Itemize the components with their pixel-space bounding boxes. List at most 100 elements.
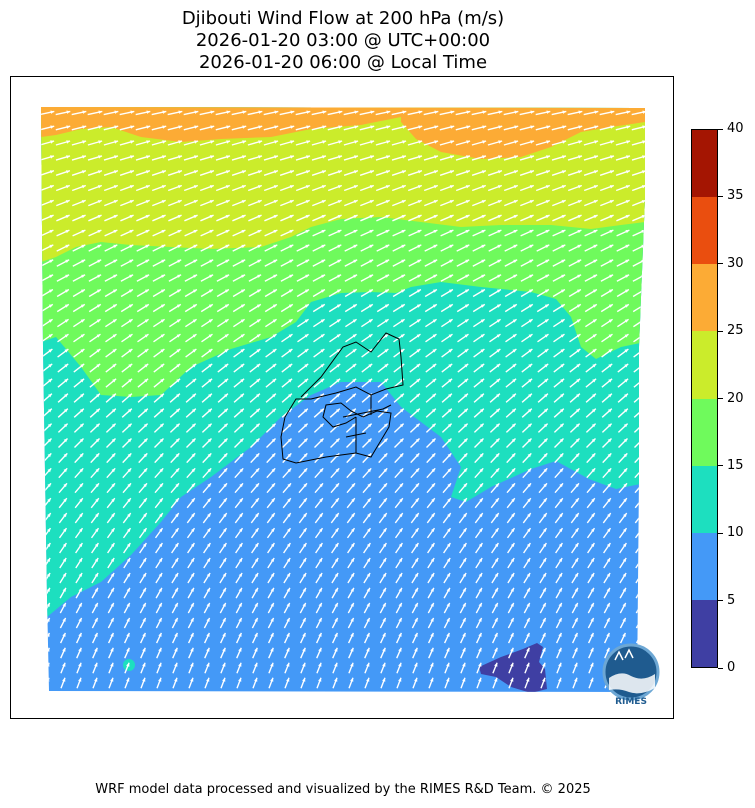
wind-arrow-head bbox=[48, 378, 53, 383]
wind-arrow-head bbox=[577, 185, 582, 189]
wind-arrow-head bbox=[223, 528, 227, 532]
wind-arrow-head bbox=[302, 587, 306, 592]
wind-arrow-head bbox=[161, 244, 166, 249]
wind-arrow-head bbox=[558, 558, 563, 562]
wind-arrow-head bbox=[351, 528, 355, 532]
wind-arrow-head bbox=[559, 408, 564, 413]
wind-arrow-head bbox=[129, 200, 134, 204]
wind-arrow-head bbox=[159, 423, 164, 428]
wind-arrow-head bbox=[286, 602, 290, 607]
wind-arrow-head bbox=[542, 617, 546, 622]
wind-arrow-head bbox=[158, 573, 163, 577]
wind-arrow-head bbox=[126, 647, 130, 652]
wind-arrow-head bbox=[286, 632, 290, 637]
wind-arrow-head bbox=[335, 468, 340, 473]
wind-arrow-head bbox=[526, 558, 531, 562]
wind-arrow-head bbox=[367, 438, 372, 443]
wind-arrow-head bbox=[254, 677, 258, 682]
wind-arrow-head bbox=[158, 647, 162, 652]
wind-arrow-head bbox=[176, 334, 181, 338]
wind-arrow-head bbox=[241, 259, 246, 263]
wind-arrow-head bbox=[462, 587, 466, 592]
wind-arrow-head bbox=[318, 677, 322, 682]
wind-arrow-head bbox=[446, 647, 450, 652]
wind-arrow-head bbox=[367, 468, 372, 473]
wind-arrow-head bbox=[386, 155, 390, 159]
wind-arrow-head bbox=[400, 334, 405, 338]
wind-arrow-head bbox=[78, 677, 82, 682]
wind-arrow-head bbox=[495, 498, 499, 503]
wind-arrow-head bbox=[562, 125, 567, 129]
wind-arrow-head bbox=[434, 110, 439, 114]
wind-arrow-head bbox=[384, 378, 389, 383]
wind-arrow-head bbox=[114, 110, 119, 114]
wind-arrow-head bbox=[367, 453, 372, 458]
wind-arrow-head bbox=[623, 453, 628, 458]
wind-arrow-head bbox=[65, 215, 70, 219]
wind-arrow-head bbox=[354, 110, 359, 114]
wind-arrow-head bbox=[560, 304, 565, 308]
wind-arrow-head bbox=[206, 573, 211, 577]
wind-arrow-head bbox=[143, 483, 147, 488]
wind-arrow-head bbox=[446, 662, 450, 667]
wind-arrow-head bbox=[194, 125, 199, 129]
wind-arrow-head bbox=[414, 662, 418, 667]
wind-arrow-head bbox=[303, 438, 308, 443]
wind-arrow-head bbox=[542, 587, 546, 592]
wind-arrow-head bbox=[450, 140, 455, 144]
wind-arrow-head bbox=[594, 110, 599, 114]
wind-arrow-head bbox=[399, 528, 403, 532]
wind-arrow-head bbox=[495, 513, 499, 518]
wind-arrow-head bbox=[558, 677, 562, 682]
wind-arrow-head bbox=[400, 378, 405, 383]
wind-arrow-head bbox=[399, 483, 403, 488]
wind-arrow-head bbox=[529, 230, 534, 234]
wind-arrow-head bbox=[576, 319, 581, 323]
colorbar-tick-label: 30 bbox=[727, 255, 744, 271]
wind-arrow-head bbox=[496, 289, 501, 293]
wind-arrow-head bbox=[530, 140, 535, 144]
wind-arrow-head bbox=[607, 498, 611, 503]
wind-arrow-head bbox=[512, 378, 517, 383]
wind-arrow-head bbox=[303, 513, 307, 518]
wind-arrow-head bbox=[383, 483, 387, 488]
wind-arrow-head bbox=[255, 528, 259, 532]
wind-arrow-head bbox=[622, 573, 627, 577]
wind-arrow-head bbox=[113, 244, 118, 249]
wind-arrow-head bbox=[351, 453, 356, 458]
wind-arrow-head bbox=[144, 363, 149, 368]
wind-arrow-head bbox=[543, 468, 548, 473]
wind-arrow-head bbox=[191, 528, 195, 532]
wind-arrow-head bbox=[352, 393, 356, 398]
wind-arrow-head bbox=[544, 378, 549, 383]
wind-arrow-head bbox=[607, 528, 611, 532]
wind-arrow-head bbox=[511, 453, 516, 458]
wind-arrow-head bbox=[558, 647, 562, 652]
wind-arrow-head bbox=[158, 558, 163, 562]
wind-arrow-head bbox=[497, 274, 502, 278]
wind-arrow-head bbox=[464, 378, 469, 383]
wind-arrow-head bbox=[510, 543, 515, 547]
wind-arrow-head bbox=[274, 140, 279, 144]
wind-arrow-head bbox=[545, 200, 550, 204]
wind-arrow-head bbox=[432, 363, 437, 368]
wind-arrow-head bbox=[625, 200, 630, 204]
wind-arrow-head bbox=[560, 289, 565, 293]
wind-arrow-head bbox=[626, 140, 631, 144]
wind-arrow-head bbox=[562, 110, 567, 114]
wind-arrow-head bbox=[222, 573, 227, 577]
wind-arrow-head bbox=[351, 438, 356, 443]
wind-arrow-head bbox=[190, 662, 194, 667]
wind-arrow-head bbox=[337, 230, 342, 234]
wind-arrow-head bbox=[590, 602, 594, 607]
wind-arrow-head bbox=[578, 125, 583, 129]
wind-arrow-head bbox=[480, 393, 484, 398]
wind-arrow-head bbox=[544, 304, 549, 308]
wind-arrow-head bbox=[190, 677, 194, 682]
wind-arrow-head bbox=[622, 543, 627, 547]
wind-arrow-head bbox=[62, 543, 67, 547]
wind-arrow-head bbox=[142, 632, 146, 637]
wind-arrow-head bbox=[64, 334, 69, 338]
wind-arrow-head bbox=[542, 602, 546, 607]
wind-arrow-head bbox=[82, 140, 87, 144]
